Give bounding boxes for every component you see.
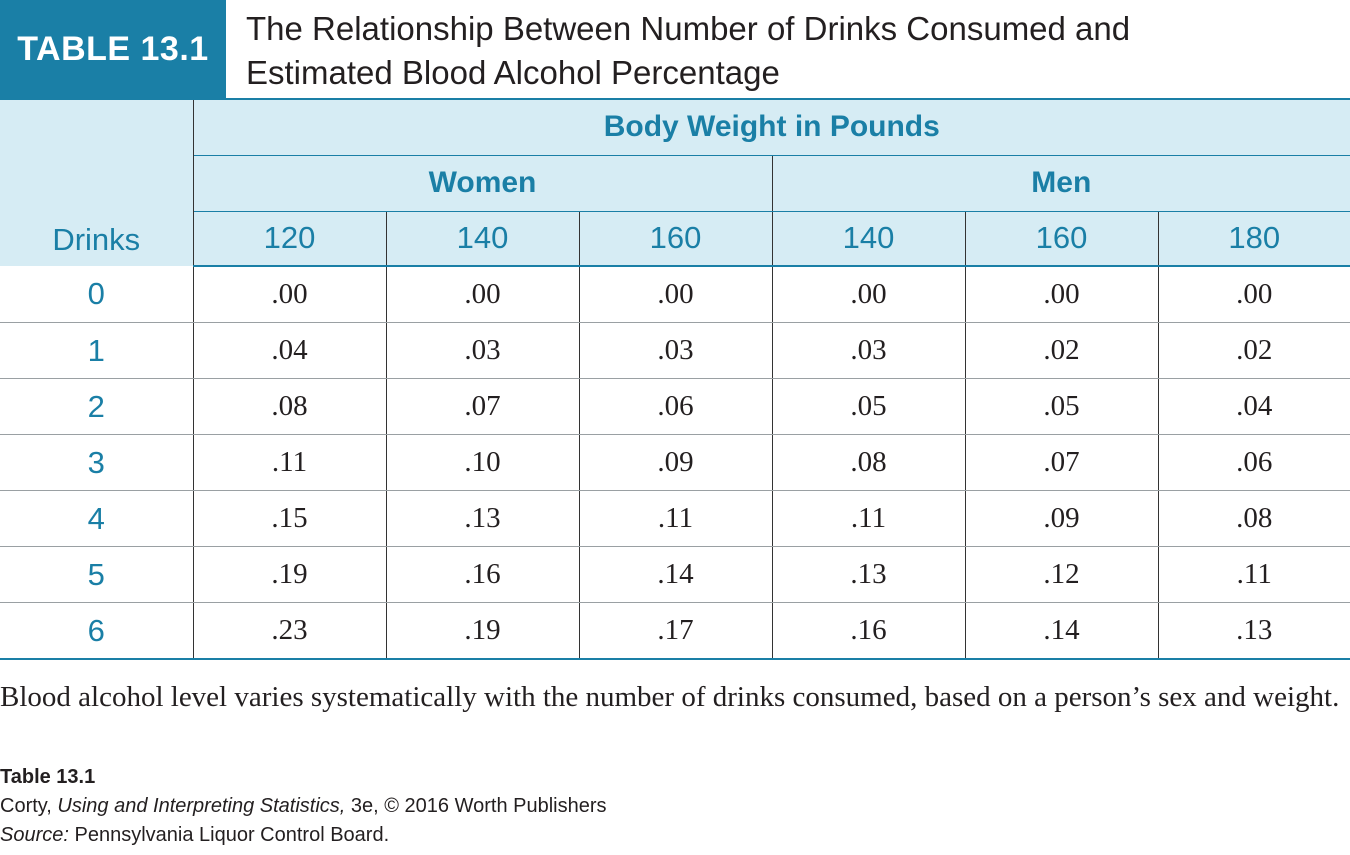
table-row: 3 .11 .10 .09 .08 .07 .06 bbox=[0, 434, 1350, 491]
table-row: 0 .00 .00 .00 .00 .00 .00 bbox=[0, 266, 1350, 323]
bac-cell: .14 bbox=[579, 546, 773, 603]
weight-header: 120 bbox=[193, 211, 387, 267]
weight-header: 140 bbox=[772, 211, 966, 267]
weight-header: 160 bbox=[965, 211, 1159, 267]
drinks-cell: 1 bbox=[0, 322, 194, 379]
bac-cell: .13 bbox=[1158, 602, 1350, 660]
bac-cell: .23 bbox=[193, 602, 387, 660]
bac-cell: .00 bbox=[1158, 266, 1350, 323]
bac-cell: .05 bbox=[965, 378, 1159, 435]
credit-author: Corty, bbox=[0, 795, 52, 817]
credit-edition-publisher: 3e, © 2016 Worth Publishers bbox=[350, 795, 607, 817]
bac-cell: .14 bbox=[965, 602, 1159, 660]
bac-cell: .03 bbox=[579, 322, 773, 379]
table-title: The Relationship Between Number of Drink… bbox=[246, 7, 1336, 95]
bac-cell: .03 bbox=[772, 322, 966, 379]
table-caption: Blood alcohol level varies systematicall… bbox=[0, 681, 1340, 713]
bac-cell: .11 bbox=[1158, 546, 1350, 603]
bac-cell: .07 bbox=[386, 378, 580, 435]
drinks-column-header: Drinks bbox=[0, 100, 194, 266]
drinks-cell: 2 bbox=[0, 378, 194, 435]
bac-cell: .19 bbox=[193, 546, 387, 603]
credits: Table 13.1 Corty, Using and Interpreting… bbox=[0, 763, 900, 850]
table-row: 6 .23 .19 .17 .16 .14 .13 bbox=[0, 602, 1350, 660]
bac-cell: .05 bbox=[772, 378, 966, 435]
bac-table: Drinks Body Weight in Pounds Women Men 1… bbox=[0, 100, 1350, 660]
bac-cell: .17 bbox=[579, 602, 773, 660]
bac-cell: .04 bbox=[1158, 378, 1350, 435]
weight-header: 180 bbox=[1158, 211, 1350, 267]
bac-cell: .09 bbox=[965, 490, 1159, 547]
table-title-line-1: The Relationship Between Number of Drink… bbox=[246, 10, 1131, 47]
bac-cell: .06 bbox=[579, 378, 773, 435]
table-row: 1 .04 .03 .03 .03 .02 .02 bbox=[0, 322, 1350, 379]
credit-source-text: Pennsylvania Liquor Control Board. bbox=[74, 824, 390, 846]
bac-cell: .15 bbox=[193, 490, 387, 547]
group-header-men: Men bbox=[772, 155, 1350, 212]
bac-cell: .07 bbox=[965, 434, 1159, 491]
bac-cell: .02 bbox=[965, 322, 1159, 379]
credit-table-label: Table 13.1 bbox=[0, 766, 96, 788]
bac-cell: .13 bbox=[386, 490, 580, 547]
bac-cell: .08 bbox=[193, 378, 387, 435]
table-number-label: TABLE 13.1 bbox=[0, 0, 226, 98]
bac-cell: .08 bbox=[772, 434, 966, 491]
body-weight-header: Body Weight in Pounds bbox=[193, 100, 1350, 156]
drinks-cell: 4 bbox=[0, 490, 194, 547]
bac-cell: .16 bbox=[772, 602, 966, 660]
bac-cell: .13 bbox=[772, 546, 966, 603]
bac-cell: .11 bbox=[579, 490, 773, 547]
weight-header: 140 bbox=[386, 211, 580, 267]
drinks-cell: 6 bbox=[0, 602, 194, 660]
credit-source-label: Source: bbox=[0, 824, 69, 846]
bac-cell: .16 bbox=[386, 546, 580, 603]
table-header: TABLE 13.1 The Relationship Between Numb… bbox=[0, 0, 1350, 100]
bac-cell: .11 bbox=[772, 490, 966, 547]
bac-cell: .00 bbox=[579, 266, 773, 323]
credit-book-title: Using and Interpreting Statistics, bbox=[57, 795, 346, 817]
bac-cell: .04 bbox=[193, 322, 387, 379]
bac-cell: .08 bbox=[1158, 490, 1350, 547]
credit-citation: Corty, Using and Interpreting Statistics… bbox=[0, 792, 900, 821]
bac-cell: .00 bbox=[386, 266, 580, 323]
table-title-line-2: Estimated Blood Alcohol Percentage bbox=[246, 54, 780, 91]
bac-cell: .12 bbox=[965, 546, 1159, 603]
bac-cell: .06 bbox=[1158, 434, 1350, 491]
drinks-cell: 3 bbox=[0, 434, 194, 491]
bac-cell: .10 bbox=[386, 434, 580, 491]
bac-cell: .00 bbox=[772, 266, 966, 323]
bac-cell: .11 bbox=[193, 434, 387, 491]
table-row: 2 .08 .07 .06 .05 .05 .04 bbox=[0, 378, 1350, 435]
group-header-women: Women bbox=[193, 155, 773, 212]
table-row: 4 .15 .13 .11 .11 .09 .08 bbox=[0, 490, 1350, 547]
drinks-cell: 0 bbox=[0, 266, 194, 323]
credit-source: Source: Pennsylvania Liquor Control Boar… bbox=[0, 821, 900, 850]
drinks-cell: 5 bbox=[0, 546, 194, 603]
bac-cell: .19 bbox=[386, 602, 580, 660]
bac-cell: .00 bbox=[965, 266, 1159, 323]
bac-cell: .02 bbox=[1158, 322, 1350, 379]
bac-cell: .00 bbox=[193, 266, 387, 323]
bac-cell: .09 bbox=[579, 434, 773, 491]
bac-cell: .03 bbox=[386, 322, 580, 379]
weight-header: 160 bbox=[579, 211, 773, 267]
table-row: 5 .19 .16 .14 .13 .12 .11 bbox=[0, 546, 1350, 603]
